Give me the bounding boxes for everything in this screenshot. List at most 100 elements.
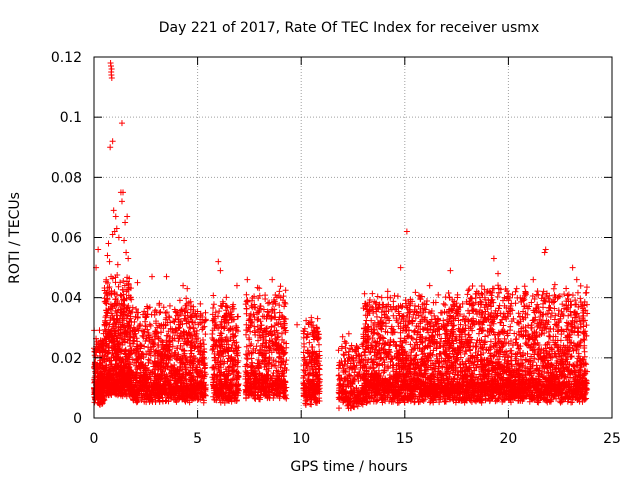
data-point bbox=[177, 330, 184, 337]
data-point bbox=[187, 361, 194, 368]
data-point bbox=[164, 343, 171, 350]
data-point bbox=[142, 314, 149, 321]
data-point bbox=[184, 339, 191, 346]
data-point bbox=[106, 380, 113, 387]
data-point bbox=[125, 322, 132, 329]
data-point bbox=[177, 355, 184, 362]
data-point bbox=[146, 338, 153, 345]
data-point bbox=[113, 350, 120, 357]
data-point bbox=[117, 390, 124, 397]
data-point bbox=[183, 331, 190, 338]
data-point bbox=[112, 274, 119, 281]
data-point bbox=[108, 354, 115, 361]
data-point bbox=[143, 335, 150, 342]
data-point bbox=[105, 389, 112, 396]
data-point bbox=[187, 333, 194, 339]
data-point bbox=[117, 347, 124, 354]
data-point bbox=[145, 359, 152, 366]
data-point bbox=[132, 391, 139, 398]
data-point bbox=[151, 380, 158, 387]
data-point bbox=[152, 307, 159, 314]
data-point bbox=[128, 368, 135, 375]
data-point bbox=[160, 304, 167, 311]
data-point bbox=[153, 381, 160, 388]
data-point bbox=[156, 390, 163, 397]
data-point bbox=[201, 386, 208, 393]
data-point bbox=[190, 306, 197, 313]
data-point bbox=[121, 282, 128, 289]
data-point bbox=[176, 297, 183, 304]
data-point bbox=[165, 364, 172, 371]
data-point bbox=[186, 376, 193, 383]
data-point bbox=[191, 383, 198, 390]
data-point bbox=[162, 316, 169, 323]
data-point bbox=[121, 339, 128, 346]
data-point bbox=[162, 310, 169, 317]
data-point bbox=[125, 370, 132, 377]
data-point bbox=[94, 382, 101, 389]
data-point bbox=[116, 301, 123, 308]
data-point bbox=[187, 298, 194, 305]
data-point bbox=[103, 300, 110, 307]
data-point bbox=[117, 332, 124, 339]
data-point bbox=[112, 360, 119, 367]
data-point bbox=[167, 376, 174, 383]
data-point bbox=[194, 308, 201, 315]
data-point bbox=[124, 373, 131, 380]
data-point bbox=[177, 342, 184, 349]
data-point bbox=[167, 319, 174, 326]
data-point bbox=[176, 388, 183, 395]
data-point bbox=[112, 279, 119, 286]
data-point bbox=[157, 375, 164, 382]
data-point bbox=[102, 328, 109, 335]
data-point bbox=[134, 343, 141, 350]
data-point bbox=[184, 312, 191, 319]
data-point bbox=[195, 395, 202, 402]
data-point bbox=[174, 371, 181, 378]
data-point bbox=[152, 363, 159, 370]
data-point bbox=[138, 342, 145, 349]
data-point bbox=[121, 364, 128, 371]
data-point bbox=[126, 275, 133, 282]
data-point bbox=[176, 324, 183, 331]
data-point bbox=[103, 355, 110, 362]
data-point bbox=[146, 398, 153, 405]
data-point bbox=[110, 315, 117, 322]
data-point bbox=[160, 389, 167, 396]
data-point bbox=[103, 333, 110, 340]
data-point bbox=[101, 321, 108, 328]
data-point bbox=[186, 353, 193, 360]
data-point bbox=[129, 356, 136, 363]
data-point bbox=[145, 331, 152, 338]
data-point bbox=[197, 351, 204, 358]
data-point bbox=[186, 324, 193, 331]
data-point bbox=[105, 332, 112, 339]
data-point bbox=[175, 338, 182, 345]
data-point bbox=[136, 383, 143, 390]
data-point bbox=[145, 348, 152, 355]
data-point bbox=[171, 375, 178, 382]
data-point bbox=[126, 340, 133, 347]
data-point bbox=[137, 322, 144, 329]
data-point bbox=[133, 306, 140, 313]
data-point bbox=[125, 284, 132, 291]
data-point bbox=[161, 385, 168, 392]
data-point bbox=[123, 278, 130, 285]
data-point bbox=[183, 295, 190, 302]
data-point bbox=[138, 362, 145, 369]
data-point bbox=[122, 328, 129, 335]
data-point bbox=[157, 359, 164, 366]
data-point bbox=[174, 332, 181, 339]
data-point bbox=[103, 276, 110, 283]
data-point bbox=[96, 401, 103, 408]
data-point bbox=[181, 308, 188, 315]
data-point bbox=[91, 359, 98, 366]
data-point bbox=[143, 366, 150, 373]
data-point bbox=[160, 325, 167, 332]
data-point bbox=[105, 305, 112, 312]
data-point bbox=[127, 313, 134, 320]
data-point bbox=[178, 307, 185, 314]
data-point bbox=[182, 302, 189, 309]
data-point bbox=[181, 352, 188, 359]
data-point bbox=[185, 318, 192, 325]
